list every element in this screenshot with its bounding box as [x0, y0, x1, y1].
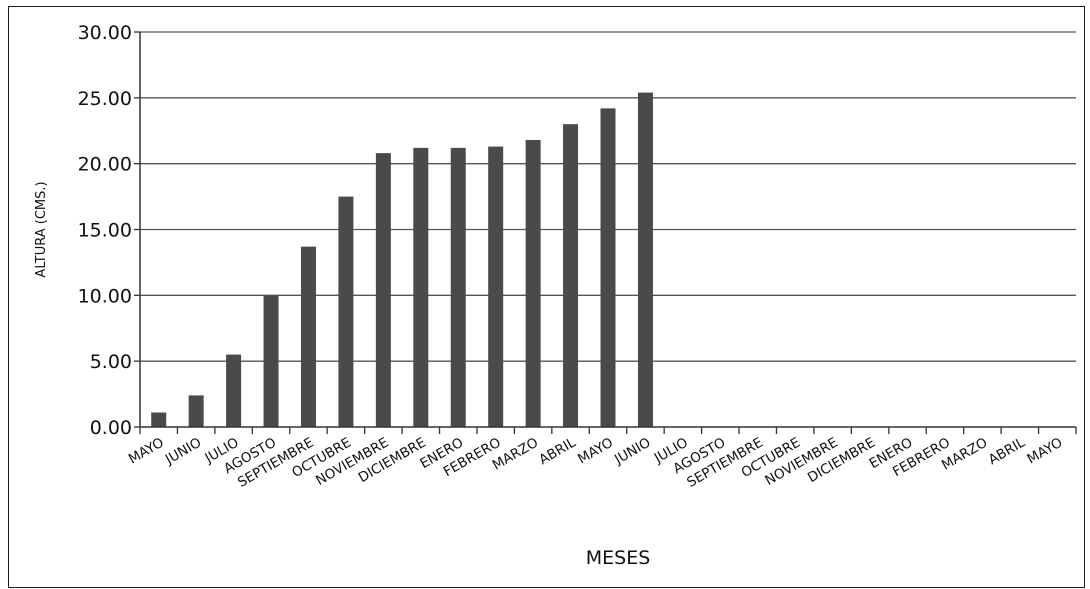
- x-tick-label: ABRIL: [986, 434, 1029, 468]
- x-tick-label: ABRIL: [536, 434, 579, 468]
- bar-febrero-9: [488, 146, 504, 428]
- bar-septiembre-4: [300, 246, 316, 427]
- y-tick-label: 15.00: [78, 220, 132, 242]
- y-tick-label: 25.00: [78, 88, 132, 110]
- chart-frame: [8, 6, 1085, 588]
- y-tick-label: 0.00: [90, 417, 132, 439]
- y-axis-ticks: 0.00 5.00 10.00 15.00 20.00 25.00 30.00: [78, 22, 140, 439]
- x-tick-label: MAYO: [1024, 435, 1065, 468]
- y-tick-label: 20.00: [78, 154, 132, 176]
- x-tick-label: JUNIO: [162, 435, 204, 469]
- bars: [151, 92, 653, 428]
- bar-diciembre-7: [413, 147, 429, 427]
- axes: [139, 32, 1076, 428]
- bar-enero-8: [450, 147, 466, 427]
- x-tick-label: MAYO: [575, 435, 616, 468]
- bar-abril-11: [563, 124, 579, 428]
- bar-octubre-5: [338, 196, 354, 427]
- bar-agosto-3: [263, 295, 279, 427]
- gridlines: [140, 31, 1076, 362]
- y-tick-label: 5.00: [90, 351, 132, 373]
- bar-julio-2: [226, 354, 242, 427]
- y-tick-label: 30.00: [78, 22, 132, 44]
- bar-junio-13: [637, 92, 653, 428]
- bar-marzo-10: [525, 139, 541, 427]
- x-axis-title: MESES: [586, 547, 651, 569]
- bar-junio-1: [188, 395, 204, 427]
- x-tick-label: JUNIO: [611, 435, 653, 469]
- y-axis-title: ALTURA (CMS.): [34, 181, 49, 277]
- bar-noviembre-6: [375, 153, 391, 427]
- bar-mayo-0: [151, 412, 167, 427]
- x-axis-ticks: MAYOJUNIOJULIOAGOSTOSEPTIEMBREOCTUBRENOV…: [126, 427, 1077, 491]
- x-tick-label: MAYO: [126, 435, 167, 468]
- y-tick-label: 10.00: [78, 285, 132, 307]
- bar-mayo-12: [600, 108, 616, 427]
